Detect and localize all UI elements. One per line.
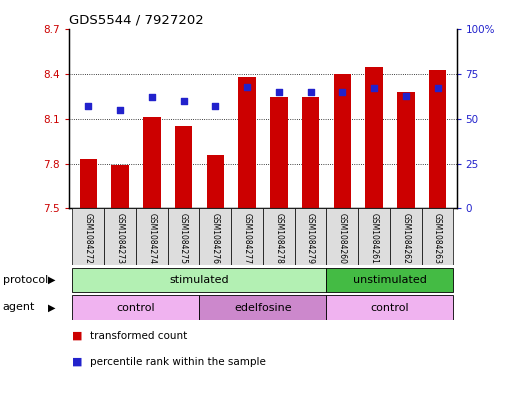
Text: percentile rank within the sample: percentile rank within the sample	[90, 356, 266, 367]
Bar	[168, 208, 200, 265]
Text: ■: ■	[72, 356, 82, 367]
Bar	[422, 208, 453, 265]
Bar	[104, 208, 136, 265]
Text: transformed count: transformed count	[90, 331, 187, 341]
Bar	[72, 295, 200, 320]
Bar	[207, 154, 224, 208]
Text: GSM1084273: GSM1084273	[115, 213, 125, 264]
Point	[274, 89, 283, 95]
Bar	[294, 208, 326, 265]
Bar	[302, 97, 319, 208]
Point	[148, 94, 156, 101]
Point	[338, 89, 346, 95]
Text: edelfosine: edelfosine	[234, 303, 292, 312]
Bar	[143, 118, 161, 208]
Text: GSM1084263: GSM1084263	[433, 213, 442, 264]
Point	[180, 98, 188, 104]
Bar	[72, 208, 104, 265]
Bar	[326, 208, 358, 265]
Bar	[263, 208, 294, 265]
Text: control: control	[116, 303, 155, 312]
Text: GSM1084261: GSM1084261	[369, 213, 379, 264]
Bar	[200, 208, 231, 265]
Text: GSM1084262: GSM1084262	[401, 213, 410, 264]
Bar	[333, 74, 351, 208]
Text: agent: agent	[3, 302, 35, 312]
Text: protocol: protocol	[3, 275, 48, 285]
Point	[116, 107, 124, 113]
Text: GSM1084278: GSM1084278	[274, 213, 283, 264]
Text: ▶: ▶	[48, 302, 55, 312]
Point	[402, 92, 410, 99]
Bar	[72, 268, 326, 292]
Bar	[175, 126, 192, 208]
Point	[433, 85, 442, 92]
Text: GSM1084277: GSM1084277	[243, 213, 251, 264]
Bar	[397, 92, 415, 208]
Point	[84, 103, 92, 110]
Text: GSM1084279: GSM1084279	[306, 213, 315, 264]
Bar	[200, 295, 326, 320]
Bar	[326, 268, 453, 292]
Bar	[358, 208, 390, 265]
Text: GSM1084276: GSM1084276	[211, 213, 220, 264]
Bar	[239, 77, 256, 208]
Text: ▶: ▶	[48, 275, 55, 285]
Point	[243, 84, 251, 90]
Point	[211, 103, 220, 110]
Text: stimulated: stimulated	[170, 275, 229, 285]
Text: unstimulated: unstimulated	[353, 275, 427, 285]
Bar	[80, 159, 97, 208]
Text: GSM1084274: GSM1084274	[147, 213, 156, 264]
Bar	[429, 70, 446, 208]
Text: control: control	[370, 303, 409, 312]
Text: GDS5544 / 7927202: GDS5544 / 7927202	[69, 14, 204, 27]
Bar	[111, 165, 129, 208]
Text: ■: ■	[72, 331, 82, 341]
Bar	[270, 97, 287, 208]
Text: GSM1084260: GSM1084260	[338, 213, 347, 264]
Text: GSM1084272: GSM1084272	[84, 213, 93, 264]
Bar	[326, 295, 453, 320]
Point	[306, 89, 314, 95]
Bar	[231, 208, 263, 265]
Bar	[390, 208, 422, 265]
Bar	[136, 208, 168, 265]
Point	[370, 85, 378, 92]
Text: GSM1084275: GSM1084275	[179, 213, 188, 264]
Bar	[365, 67, 383, 208]
